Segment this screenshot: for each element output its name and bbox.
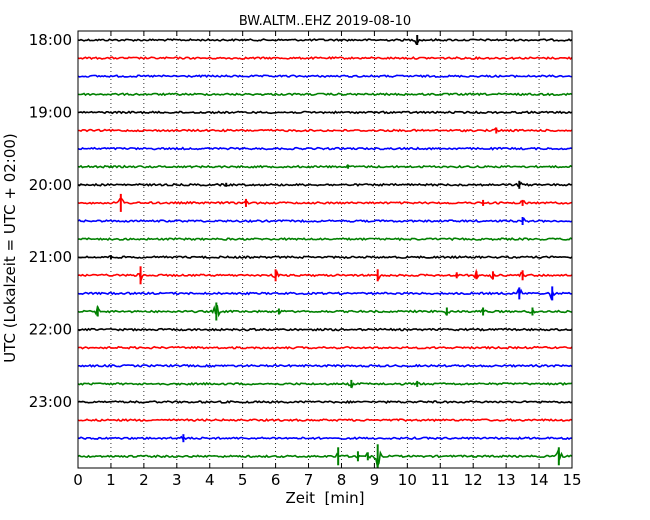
- trace-line: [77, 164, 573, 169]
- trace-line: [77, 74, 573, 79]
- x-tick-label: 0: [73, 471, 83, 489]
- trace-line: [77, 110, 573, 115]
- trace-line: [77, 181, 573, 188]
- trace-line: [77, 55, 573, 61]
- y-tick-label: 20:00: [29, 176, 72, 194]
- y-tick-label: 21:00: [29, 248, 72, 266]
- trace-line: [77, 92, 573, 97]
- y-tick-label: 19:00: [29, 103, 72, 121]
- trace-line: [77, 217, 573, 223]
- trace-line: [77, 268, 573, 284]
- x-tick-label: 8: [337, 471, 347, 489]
- x-tick-label: 12: [464, 471, 483, 489]
- x-tick-label: 7: [304, 471, 314, 489]
- x-tick-label: 10: [398, 471, 417, 489]
- x-axis-label: Zeit [min]: [285, 489, 364, 507]
- x-tick-label: 4: [205, 471, 215, 489]
- trace-line: [77, 345, 573, 350]
- trace-line: [77, 288, 572, 301]
- trace-line: [77, 418, 573, 423]
- x-tick-label: 2: [139, 471, 149, 489]
- trace-line: [77, 435, 573, 441]
- trace-line: [77, 255, 573, 260]
- trace-line: [77, 304, 573, 318]
- x-tick-label: 11: [431, 471, 450, 489]
- trace-line: [77, 327, 573, 332]
- trace-line: [77, 447, 573, 469]
- trace-line: [77, 146, 573, 151]
- x-tick-label: 3: [172, 471, 182, 489]
- y-axis-ticks: 18:00 19:00 20:00 21:00 22:00 23:00: [29, 31, 83, 411]
- trace-line: [77, 38, 573, 46]
- plot-frame: [77, 30, 573, 469]
- y-tick-label: 23:00: [29, 393, 72, 411]
- vertical-grid: [110, 31, 540, 468]
- x-tick-label: 13: [497, 471, 516, 489]
- x-tick-label: 15: [562, 471, 581, 489]
- trace-lines: [77, 35, 573, 469]
- x-tick-label: 9: [370, 471, 380, 489]
- trace-line: [77, 381, 573, 389]
- y-axis-label: UTC (Lokalzeit = UTC + 02:00): [1, 133, 19, 363]
- x-tick-label: 5: [238, 471, 248, 489]
- trace-line: [78, 127, 573, 133]
- x-axis-ticks: 0 1 2 3 4 5 6 7 8 9 10 11 12 13 14 15: [73, 31, 582, 489]
- trace-line: [77, 237, 573, 242]
- trace-line: [77, 400, 573, 405]
- trace-line: [77, 197, 573, 205]
- y-tick-label: 22:00: [29, 321, 72, 339]
- x-tick-label: 1: [106, 471, 116, 489]
- x-tick-label: 14: [530, 471, 549, 489]
- trace-line: [78, 363, 573, 368]
- x-tick-label: 6: [271, 471, 281, 489]
- chart-title: BW.ALTM..EHZ 2019-08-10: [239, 14, 411, 29]
- y-tick-label: 18:00: [29, 31, 72, 49]
